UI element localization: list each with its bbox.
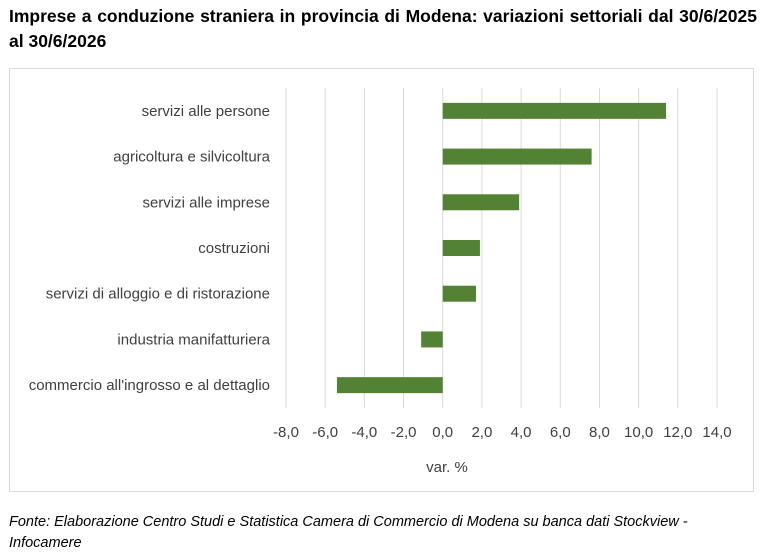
x-tick-label: -2,0 [391,424,417,441]
x-tick-labels: -8,0 -6,0 -4,0 -2,0 0,0 2,0 4,0 6,0 8,0 10,0 12,0 1… [273,424,732,441]
category-label: servizi alle persone [142,103,270,120]
bar [336,377,443,394]
bar [421,331,443,348]
x-tick-label: -6,0 [312,424,338,441]
x-tick-label: 10,0 [624,424,653,441]
bar [442,148,592,165]
bar [442,285,477,302]
x-tick-label: -4,0 [351,424,377,441]
bar [442,194,520,211]
category-label: industria manifatturiera [117,331,270,348]
category-label: servizi alle imprese [142,194,270,211]
category-label: servizi di alloggio e di ristorazione [46,286,270,303]
chart-title: Imprese a conduzione straniera in provin… [9,6,757,51]
category-label: costruzioni [198,240,270,257]
chart-area [9,68,754,492]
source-note: Fonte: Elaborazione Centro Studi e Stati… [9,514,688,551]
x-tick-label: 12,0 [663,424,692,441]
x-tick-label: 0,0 [432,424,453,441]
bar-chart: servizi alle persone agricoltura e silvic… [29,88,732,476]
bar [442,102,667,119]
x-tick-label: 4,0 [511,424,532,441]
x-tick-label: 8,0 [589,424,610,441]
category-label: agricoltura e silvicoltura [113,149,270,166]
x-tick-label: 14,0 [702,424,731,441]
bar [442,240,480,256]
x-tick-label: 6,0 [550,424,571,441]
gridlines [285,88,718,408]
category-labels: servizi alle persone agricoltura e silvic… [29,103,271,394]
bars [336,102,667,394]
category-label: commercio all'ingrosso e al dettaglio [29,377,270,394]
x-axis-label: var. % [426,459,468,476]
x-tick-label: -8,0 [273,424,299,441]
x-tick-label: 2,0 [471,424,492,441]
